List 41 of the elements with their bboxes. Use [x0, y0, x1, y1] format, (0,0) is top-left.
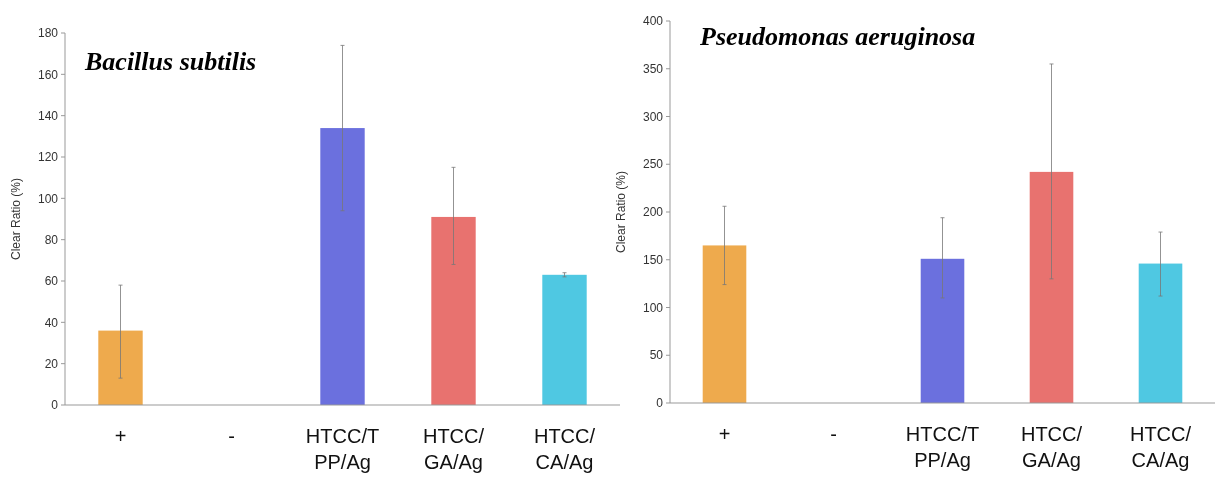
x-tick-label: HTCC/T PP/Ag — [905, 423, 980, 471]
y-tick-label: 20 — [44, 356, 59, 371]
y-tick-label: 40 — [44, 315, 59, 330]
x-tick-label: HTCC/ GA/Ag — [1020, 423, 1083, 471]
y-tick-label: 140 — [37, 108, 59, 123]
y-axis-title: Clear Ratio (%) — [614, 170, 628, 254]
text: Bacillus subtilis — [84, 47, 257, 76]
y-tick-label: 400 — [642, 14, 664, 29]
bar — [542, 274, 587, 405]
x-tick-label: HTCC/ CA/Ag — [1129, 423, 1192, 471]
y-tick-label: 50 — [649, 348, 664, 363]
x-tick-label: HTCC/T PP/Ag — [305, 425, 380, 473]
x-tick-label: HTCC/ GA/Ag — [422, 425, 485, 473]
bar — [431, 216, 476, 405]
x-tick-label: - — [228, 425, 235, 447]
y-tick-label: 350 — [642, 61, 664, 76]
bar — [920, 258, 965, 403]
chart-title: Pseudomonas aeruginosa — [699, 22, 976, 51]
y-tick-label: 80 — [44, 232, 59, 247]
y-tick-label: 150 — [642, 252, 664, 267]
y-tick-label: 60 — [44, 274, 59, 289]
x-tick-label: HTCC/ CA/Ag — [533, 425, 596, 473]
y-tick-label: 200 — [642, 205, 664, 220]
bar — [320, 128, 365, 405]
y-tick-label: 100 — [37, 191, 59, 206]
x-tick-label: + — [718, 423, 731, 445]
y-tick-label: 300 — [642, 109, 664, 124]
y-axis-title: Clear Ratio (%) — [9, 177, 23, 261]
x-tick-label: + — [114, 425, 127, 447]
bar — [1029, 171, 1074, 403]
y-tick-label: 180 — [37, 26, 59, 41]
y-tick-label: 0 — [51, 398, 59, 413]
y-tick-label: 250 — [642, 157, 664, 172]
y-tick-label: 0 — [656, 396, 664, 411]
x-tick-label: - — [830, 423, 837, 445]
bar — [702, 245, 747, 403]
bar — [1138, 263, 1183, 403]
y-tick-label: 120 — [37, 150, 59, 165]
bar — [98, 330, 143, 405]
y-tick-label: 100 — [642, 300, 664, 315]
y-tick-label: 160 — [37, 67, 59, 82]
